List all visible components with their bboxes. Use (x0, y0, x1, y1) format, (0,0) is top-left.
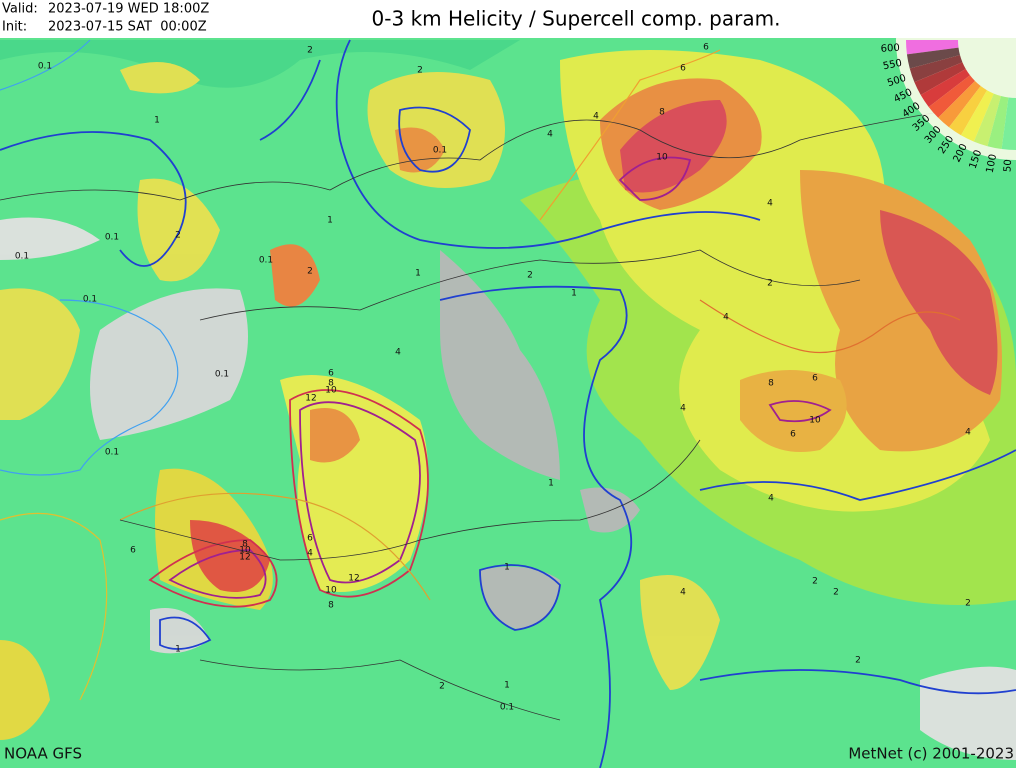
contour-label: 2 (307, 46, 313, 56)
source: NOAA GFS (4, 745, 82, 763)
contour-label: 10 (239, 546, 251, 556)
map-title: 0-3 km Helicity / Supercell comp. param. (372, 7, 781, 31)
contour-label: 0.1 (105, 233, 119, 243)
contours (0, 39, 1016, 768)
contour-label: 4 (680, 404, 686, 414)
contour-label: 1 (504, 563, 510, 573)
contour-label: 4 (395, 348, 401, 358)
contour-label: 8 (328, 601, 334, 611)
contour-label: 10 (809, 416, 821, 426)
contour-label: 10 (325, 386, 337, 396)
legend-swatch (909, 55, 963, 83)
contour-label: 1 (154, 116, 160, 126)
contour-label: 2 (527, 271, 533, 281)
contour-label: 10 (656, 153, 668, 163)
legend-swatch (938, 81, 981, 128)
legend-swatch (949, 86, 987, 136)
contour-label: 2 (855, 656, 861, 666)
contour-label: 1 (175, 645, 181, 655)
valid-label: Valid: (2, 2, 38, 17)
contour-label: 0.1 (215, 370, 229, 380)
contour-label: 4 (547, 130, 553, 140)
legend-swatch (906, 40, 959, 55)
contour-label: 1 (571, 289, 577, 299)
field-shading (0, 40, 1016, 760)
contour-label: 2 (833, 588, 839, 598)
contour-label: 8 (659, 108, 665, 118)
legend-label: 550 (882, 58, 903, 73)
contour-label: 12 (348, 574, 359, 584)
legend-swatch (914, 62, 966, 95)
init-time: 2023-07-15 SAT 00:00Z (48, 20, 207, 35)
contour-label: 6 (790, 430, 796, 440)
contour-label: 2 (307, 267, 313, 277)
borders (0, 99, 1016, 721)
contour-label: 4 (593, 112, 599, 122)
legend-label: 600 (880, 43, 900, 55)
contour-label: 10 (325, 586, 337, 596)
contour-label: 0.1 (83, 295, 97, 305)
contour-label: 2 (417, 66, 423, 76)
init-label: Init: (2, 20, 27, 35)
contour-label: 6 (680, 64, 686, 74)
contour-label: 0.1 (259, 256, 273, 266)
contour-label: 2 (767, 279, 773, 289)
contour-label: 1 (548, 479, 554, 489)
legend-swatch (987, 96, 1009, 150)
contour-label: 6 (328, 369, 334, 379)
contour-label: 0.1 (500, 703, 514, 713)
contour-label: 8 (768, 379, 774, 389)
contour-label: 0.1 (15, 252, 29, 262)
contour-label: 8 (242, 540, 248, 550)
contour-label: 2 (175, 231, 181, 241)
copyright: MetNet (c) 2001-2023 (848, 745, 1014, 763)
contour-label: 0.1 (105, 448, 119, 458)
contour-label: 2 (812, 577, 818, 587)
contour-label: 12 (239, 553, 250, 563)
contour-label: 4 (768, 494, 774, 504)
contour-labels: 0.110.1 20.10.1212468106410.10.1120.10.11… (15, 43, 971, 713)
legend-swatch (1001, 97, 1016, 150)
contour-label: 0.1 (38, 62, 52, 72)
legend-label: 100 (985, 153, 1000, 174)
legend-swatch (920, 69, 970, 107)
legend-swatch (906, 47, 960, 69)
legend-swatch (973, 93, 1001, 147)
contour-label: 6 (307, 534, 313, 544)
contour-label: 4 (307, 549, 313, 559)
contour-label: 4 (965, 428, 971, 438)
contour-label: 2 (965, 599, 971, 609)
legend-label: 50 (1002, 159, 1014, 172)
legend-swatch (961, 90, 994, 142)
contour-label: 4 (680, 588, 686, 598)
contour-label: 12 (305, 394, 316, 404)
legend-swatch (928, 75, 975, 118)
contour-label: 1 (327, 216, 333, 226)
contour-label: 0.1 (433, 146, 447, 156)
contour-label: 1 (415, 269, 421, 279)
valid-time: 2023-07-19 WED 18:00Z (48, 2, 209, 17)
contour-label: 6 (703, 43, 709, 53)
contour-label: 1 (504, 681, 510, 691)
contour-label: 8 (328, 379, 334, 389)
contour-label: 2 (439, 682, 445, 692)
contour-label: 6 (130, 546, 136, 556)
contour-label: 4 (723, 313, 729, 323)
contour-label: 4 (767, 199, 773, 209)
header-bar (0, 0, 1016, 38)
contour-label: 6 (812, 374, 818, 384)
